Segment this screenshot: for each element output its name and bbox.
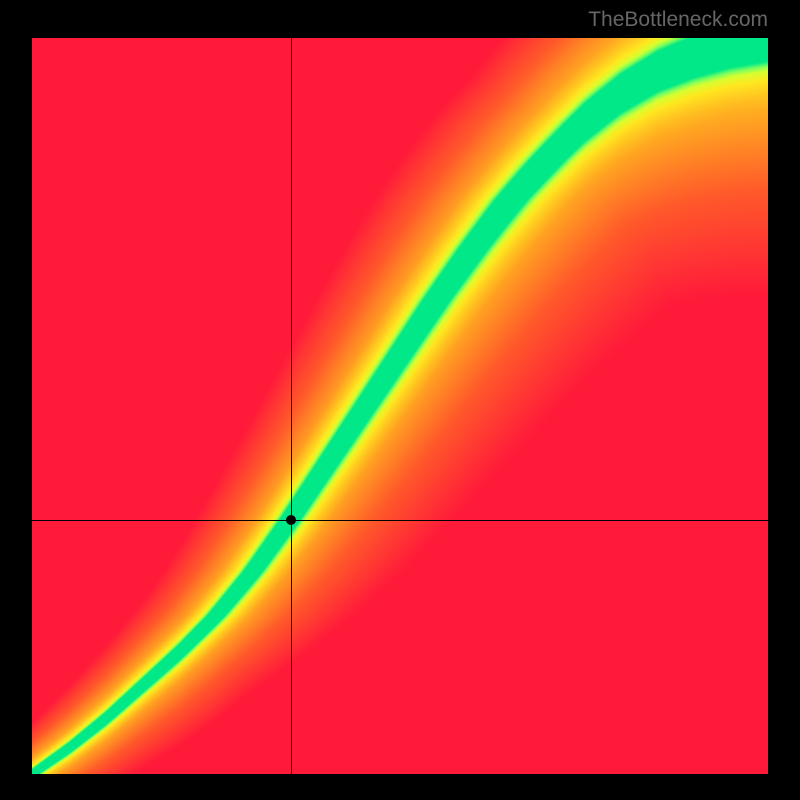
crosshair-vertical — [291, 38, 292, 774]
marker-dot — [286, 515, 296, 525]
crosshair-horizontal — [32, 520, 768, 521]
chart-frame: TheBottleneck.com — [0, 0, 800, 800]
watermark-text: TheBottleneck.com — [588, 8, 768, 32]
plot-area — [32, 38, 768, 774]
heatmap-canvas — [32, 38, 768, 774]
